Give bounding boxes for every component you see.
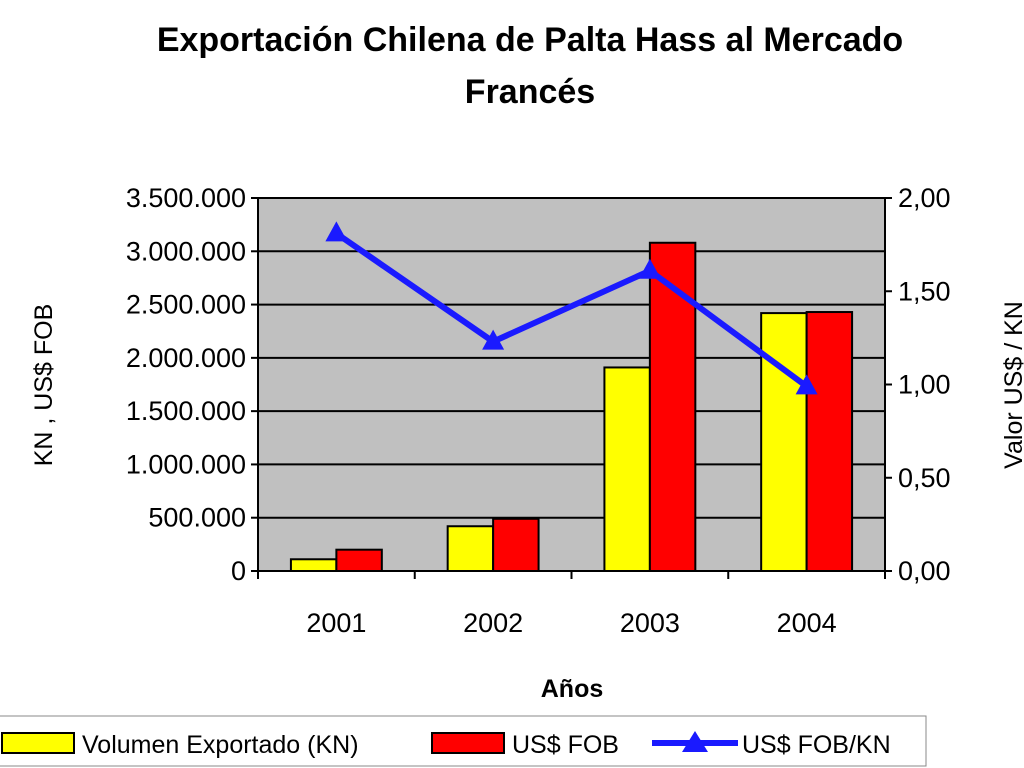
y-tick-label: 1.000.000 (126, 449, 246, 479)
bar-fob (492, 517, 540, 573)
y-tick-label: 3.500.000 (126, 183, 246, 213)
chart-title-line-1: Exportación Chilena de Palta Hass al Mer… (156, 21, 904, 59)
bars (289, 241, 854, 573)
x-tick-label: 2003 (620, 608, 680, 638)
legend-label-fob: US$ FOB (512, 731, 619, 759)
bar-fob (648, 241, 697, 572)
legend-label-volumen: Volumen Exportado (KN) (82, 731, 359, 759)
x-axis-label: Años (541, 675, 604, 703)
legend-label-fob-kn: US$ FOB/KN (742, 731, 891, 759)
y-tick-label: 3.000.000 (126, 236, 246, 266)
legend: Volumen Exportado (KN) US$ FOB US$ FOB/K… (0, 715, 927, 767)
line-fob-kn (334, 230, 809, 389)
y2-tick-label: 2,00 (898, 183, 951, 213)
line-point (638, 258, 661, 279)
y2-tick-label: 0,50 (898, 463, 951, 493)
x-tick-label: 2001 (306, 608, 366, 638)
legend-marker-fob-kn (682, 731, 708, 752)
bar-fob (335, 548, 383, 573)
y-tick-label: 500.000 (148, 503, 246, 533)
bar-fob (805, 311, 854, 572)
line-point (325, 221, 348, 242)
chart-title-line-2: Francés (464, 73, 596, 111)
bar-volumen (603, 366, 651, 572)
bar-volumen (289, 558, 338, 573)
y-tick-label: 1.500.000 (126, 396, 246, 426)
y-tick-label: 2.500.000 (126, 290, 246, 320)
axes: 0 500.000 1.000.000 1.500.000 2.000.000 2.500… (126, 183, 951, 638)
legend-swatch-volumen (1, 732, 75, 754)
y2-axis-label: Valor US$ / KN (1000, 301, 1024, 469)
y-tick-label: 0 (231, 556, 246, 586)
line-series (325, 221, 818, 395)
line-point (795, 374, 818, 395)
y-tick-label: 2.000.000 (126, 343, 246, 373)
y2-tick-label: 0,00 (898, 556, 951, 586)
x-tick-label: 2002 (463, 608, 523, 638)
legend-swatch-fob (431, 732, 505, 754)
line-point (482, 329, 505, 350)
y2-tick-label: 1,00 (898, 370, 951, 400)
chart-title: Exportación Chilena de Palta Hass al Mer… (0, 14, 1024, 118)
bar-volumen (760, 312, 808, 572)
x-tick-label: 2004 (777, 608, 837, 638)
y2-tick-label: 1,50 (898, 276, 951, 306)
y-axis-label: KN , US$ FOB (30, 304, 58, 467)
bar-volumen (446, 525, 495, 572)
